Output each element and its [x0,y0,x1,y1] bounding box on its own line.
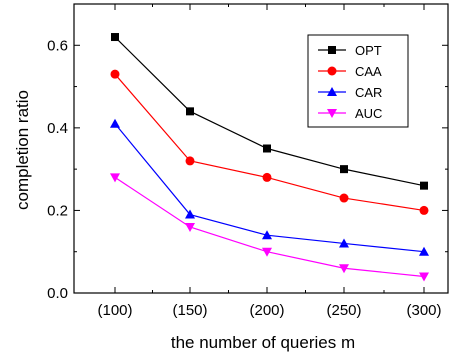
data-point-auc [262,247,272,257]
y-tick-label: 0.0 [47,285,68,302]
y-tick-label: 0.4 [47,120,68,137]
data-point-caa [419,205,429,215]
plot-frame [73,3,449,294]
x-tick-label: (200) [249,302,284,319]
y-tick-label: 0.6 [47,37,68,54]
data-point-auc [339,264,349,274]
data-point-auc [110,173,120,183]
legend-label-auc: AUC [355,106,382,121]
data-point-opt [186,107,194,116]
legend-item-opt: OPT [318,43,382,58]
x-tick-label: (300) [406,302,441,319]
legend-marker-caa [327,66,337,76]
data-point-car [110,118,120,128]
series-line-auc [114,176,425,278]
legend-label-opt: OPT [355,43,382,58]
legend: OPT CAA CAR AUC [307,34,409,128]
legend-item-car: CAR [318,85,382,100]
ticks-layer: 0.0 0.2 0.4 0.6 (100) (150) (200) (250) (300) [47,4,448,319]
legend-label-car: CAR [355,85,382,100]
x-axis-label: the number of queries m [171,333,355,352]
legend-label-caa: CAA [355,64,382,79]
data-point-caa [110,69,120,79]
legend-marker-opt [328,46,336,54]
data-point-opt [420,181,428,190]
series-opt [111,33,428,190]
legend-item-caa: CAA [318,64,382,79]
legend-marker-car [327,87,337,96]
data-point-car [185,209,195,219]
series-auc [110,173,429,282]
series-layer [110,33,429,282]
legend-item-auc: AUC [318,106,382,121]
y-tick-label: 0.2 [47,202,68,219]
data-point-caa [262,172,272,182]
data-point-caa [339,193,349,203]
x-tick-label: (150) [172,302,207,319]
data-point-car [339,238,349,248]
data-point-caa [185,156,195,166]
data-point-opt [340,165,348,174]
data-point-car [419,246,429,256]
data-point-auc [185,222,195,232]
data-point-opt [263,144,271,153]
data-point-car [262,230,272,240]
series-car [110,118,429,256]
legend-marker-auc [327,109,337,118]
series-caa [110,69,429,215]
y-axis-label: completion ratio [13,90,32,210]
x-tick-label: (100) [97,302,132,319]
x-tick-label: (250) [326,302,361,319]
data-point-opt [111,33,119,42]
series-line-car [114,123,425,253]
data-point-auc [419,272,429,282]
